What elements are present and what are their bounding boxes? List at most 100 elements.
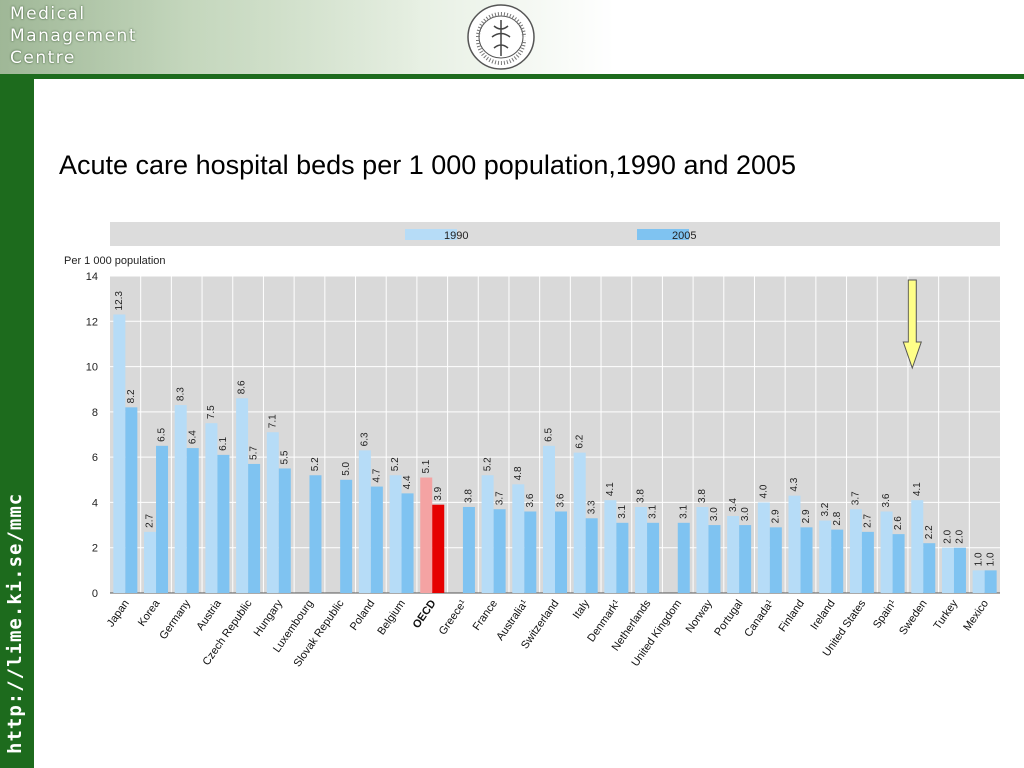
bar-2005 <box>861 531 874 593</box>
bar-1990 <box>205 423 218 593</box>
data-label: 2.7 <box>145 514 156 528</box>
data-label: 3.2 <box>820 502 831 516</box>
y-tick-label: 14 <box>86 271 98 283</box>
bar-2005 <box>769 527 782 593</box>
bar-2005 <box>278 468 291 593</box>
data-label: 2.2 <box>924 525 935 539</box>
bar-1990 <box>788 495 801 593</box>
bar-1990 <box>911 500 924 593</box>
header-divider <box>0 74 1024 79</box>
bar-2005 <box>953 547 966 593</box>
data-label: 2.9 <box>770 509 781 523</box>
header-banner: Medical Management Centre <box>0 0 1024 74</box>
y-tick-label: 12 <box>86 316 98 328</box>
bar-2005 <box>739 525 752 593</box>
bar-1990 <box>757 502 770 593</box>
bar-1990 <box>236 398 249 593</box>
x-tick-label: Austria <box>194 597 224 633</box>
data-label: 6.1 <box>218 437 229 451</box>
bar-1990 <box>849 509 862 593</box>
legend-label-2005: 2005 <box>672 230 696 242</box>
data-label: 5.2 <box>482 457 493 471</box>
data-label: 4.3 <box>789 477 800 491</box>
data-label: 7.5 <box>206 405 217 419</box>
data-label: 2.7 <box>863 514 874 528</box>
y-tick-label: 0 <box>92 588 98 600</box>
bar-1990 <box>389 475 402 593</box>
x-tick-label: OECD <box>411 598 439 631</box>
bar-2005 <box>984 570 997 593</box>
bar-1990 <box>941 547 954 593</box>
bar-1990 <box>543 445 555 593</box>
bar-2005 <box>493 509 506 593</box>
data-label: 5.1 <box>421 459 432 473</box>
bar-2005 <box>432 504 445 593</box>
bar-2005 <box>800 527 813 593</box>
bar-1990 <box>727 516 740 593</box>
y-tick-label: 8 <box>92 407 98 419</box>
data-label: 5.0 <box>341 461 352 475</box>
bar-2005 <box>217 454 230 593</box>
data-label: 2.0 <box>943 529 954 543</box>
bar-2005 <box>892 534 905 593</box>
bar-2005 <box>156 445 169 593</box>
x-tick-label: Hungary <box>252 597 286 638</box>
data-label: 4.1 <box>912 482 923 496</box>
data-label: 3.1 <box>648 504 659 518</box>
bar-1990 <box>174 405 187 593</box>
slide-title: Acute care hospital beds per 1 000 popul… <box>59 150 797 180</box>
x-tick-label: Norway <box>684 597 716 635</box>
brand-line-1: Medical <box>10 4 86 24</box>
data-label: 4.0 <box>758 484 769 498</box>
data-label: 1.0 <box>973 552 984 566</box>
data-label: 3.4 <box>728 498 739 512</box>
data-label: 3.8 <box>464 489 475 503</box>
x-tick-label: Spain¹ <box>871 598 899 631</box>
data-label: 4.4 <box>402 475 413 489</box>
data-label: 2.8 <box>832 511 843 525</box>
bar-1990 <box>144 531 157 593</box>
data-label: 3.3 <box>586 500 597 514</box>
bar-2005 <box>524 511 537 593</box>
bar-1990 <box>481 475 494 593</box>
data-label: 6.3 <box>360 432 371 446</box>
bar-2005 <box>462 506 475 593</box>
x-tick-label: Italy <box>571 597 593 621</box>
data-label: 3.9 <box>433 486 444 500</box>
bar-1990 <box>972 570 985 593</box>
sidebar <box>0 79 34 768</box>
x-tick-label: Sweden <box>897 598 930 637</box>
data-label: 1.0 <box>985 552 996 566</box>
legend-label-1990: 1990 <box>444 230 468 242</box>
data-label: 6.5 <box>157 427 168 441</box>
brand-logo: Medical Management Centre <box>10 3 137 69</box>
bar-1990 <box>819 520 832 593</box>
bar-2005 <box>923 543 936 593</box>
data-label: 3.0 <box>709 507 720 521</box>
bar-1990 <box>266 432 279 593</box>
x-tick-label: Canada¹ <box>742 598 776 640</box>
data-label: 5.2 <box>390 457 401 471</box>
data-label: 5.5 <box>279 450 290 464</box>
x-tick-label: Germany <box>157 597 193 641</box>
brand-line-3: Centre <box>10 48 76 68</box>
y-tick-label: 2 <box>92 543 98 555</box>
data-label: 4.7 <box>372 468 383 482</box>
data-label: 4.8 <box>513 466 524 480</box>
data-label: 3.6 <box>556 493 567 507</box>
x-tick-label: Finland <box>776 598 807 634</box>
x-tick-label: Korea <box>136 597 163 629</box>
bar-2005 <box>616 522 629 593</box>
bar-chart: 1990 2005 Per 1 000 population 0 2 4 6 8 10 12… <box>64 222 1000 669</box>
bar-2005 <box>555 511 567 593</box>
header-photo <box>0 0 420 74</box>
x-tick-label: Turkey <box>932 597 961 631</box>
data-label: 2.9 <box>801 509 812 523</box>
bar-2005 <box>125 407 138 593</box>
data-label: 5.2 <box>310 457 321 471</box>
bar-1990 <box>573 452 586 593</box>
bar-2005 <box>708 525 721 593</box>
x-tick-label: Portugal <box>712 598 745 638</box>
data-label: 8.6 <box>237 380 248 394</box>
data-label: 3.7 <box>494 491 505 505</box>
